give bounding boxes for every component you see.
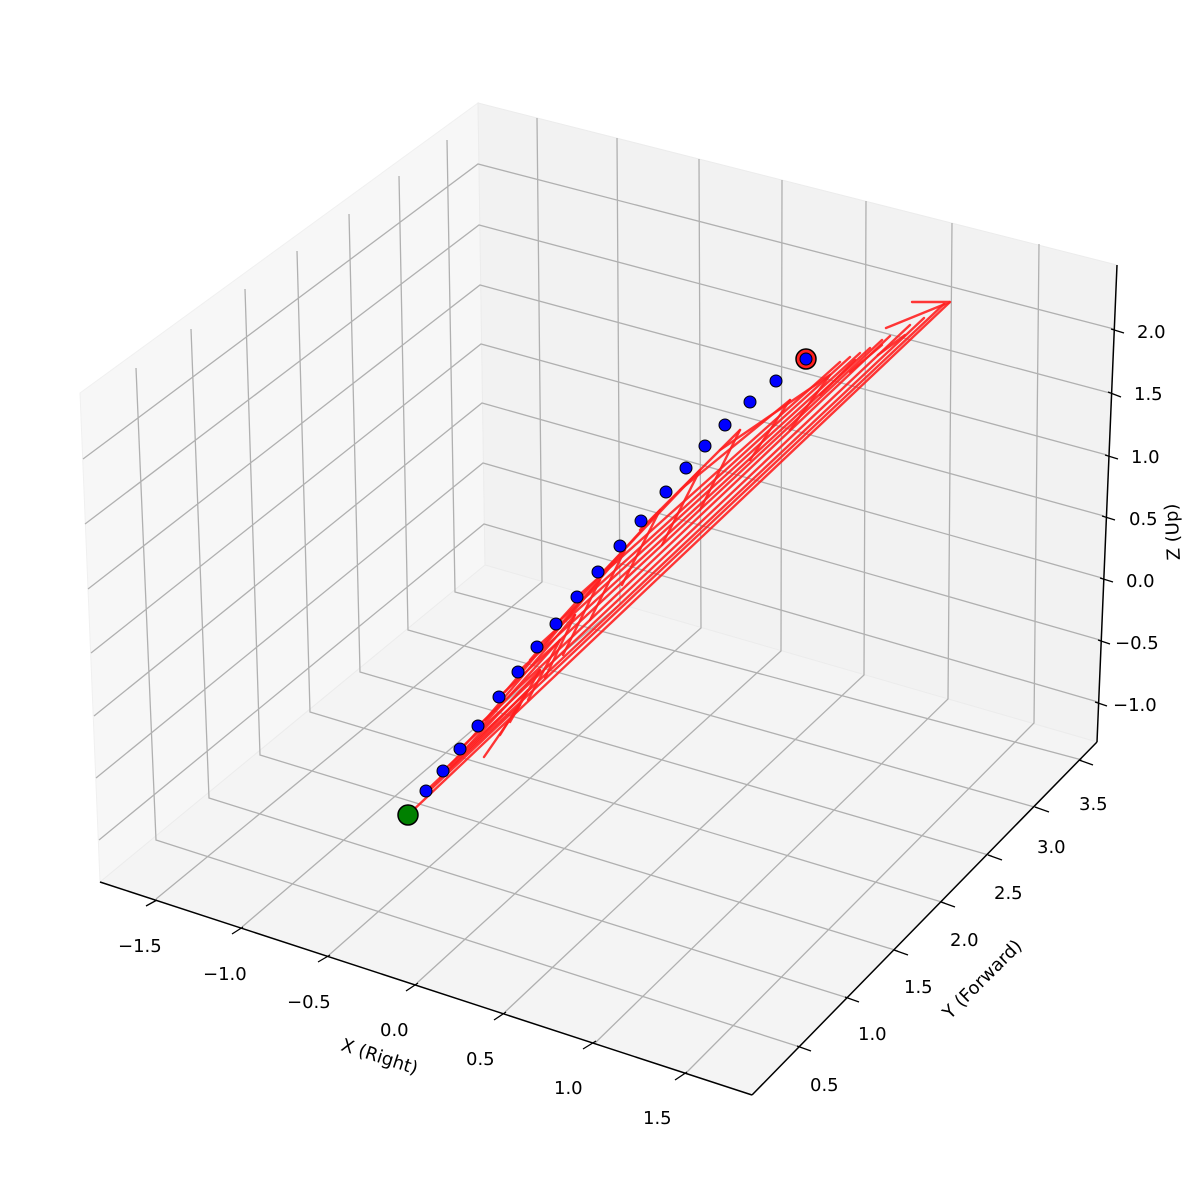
z-tick-label: 1.5	[1134, 384, 1163, 405]
y-tick-label: 2.0	[950, 930, 979, 951]
z-tick-label: −0.5	[1115, 633, 1159, 654]
y-tick-label: 3.0	[1037, 837, 1066, 858]
x-tick-label: 0.5	[466, 1049, 495, 1070]
z-tick-label: −1.0	[1113, 695, 1157, 716]
trajectory-point	[570, 590, 584, 604]
z-tick-label: 0.0	[1126, 571, 1155, 592]
trajectory-points	[419, 352, 813, 798]
trajectory-point	[718, 418, 732, 432]
x-axis-label: X (Right)	[338, 1035, 420, 1080]
trajectory-point	[613, 539, 627, 553]
x-tick-label: 1.5	[643, 1108, 672, 1129]
trajectory-point	[659, 485, 673, 499]
z-axis-label: Z (Up)	[1161, 503, 1185, 561]
y-tick-labels: 0.5 1.0 1.5 2.0 2.5 3.0 3.5	[810, 794, 1108, 1096]
x-tick-label: −0.5	[287, 992, 331, 1013]
trajectory-point	[453, 742, 467, 756]
ticks	[145, 328, 1125, 1081]
y-tick-label: 1.0	[858, 1024, 887, 1045]
trajectory-point	[471, 719, 485, 733]
x-tick-label: −1.5	[118, 936, 162, 957]
z-tick-label: 1.0	[1131, 447, 1160, 468]
trajectory-point	[419, 784, 433, 798]
trajectory-point	[549, 617, 563, 631]
x-axis-line	[99, 881, 753, 1096]
y-tick-label: 1.5	[904, 977, 933, 998]
z-axis-line	[1096, 264, 1118, 743]
x-tick-label: 0.0	[380, 1020, 409, 1041]
trajectory-point	[530, 640, 544, 654]
axis-lines	[99, 264, 1118, 1096]
y-axis-line	[751, 741, 1098, 1096]
trajectory-point	[492, 690, 506, 704]
direction-arrows	[406, 300, 952, 817]
x-tick-label: 1.0	[554, 1078, 583, 1099]
trajectory-point	[511, 665, 525, 679]
trajectory-point	[591, 565, 605, 579]
trajectory-point	[799, 352, 813, 366]
z-tick-label: 0.5	[1129, 509, 1158, 530]
x-tick-label: −1.0	[203, 964, 247, 985]
trajectory-point	[679, 461, 693, 475]
trajectory-point	[769, 374, 783, 388]
z-tick-labels: −1.0 −0.5 0.0 0.5 1.0 1.5 2.0	[1113, 322, 1166, 716]
x-tick-labels: −1.5 −1.0 −0.5 0.0 0.5 1.0 1.5	[118, 936, 672, 1129]
trajectory-point	[634, 514, 648, 528]
y-tick-label: 2.5	[994, 883, 1023, 904]
z-tick-label: 2.0	[1137, 322, 1166, 343]
trajectory-point	[436, 764, 450, 778]
trajectory-point	[698, 439, 712, 453]
start-point-marker	[397, 804, 419, 826]
y-tick-label: 0.5	[810, 1075, 839, 1096]
trajectory-point	[743, 395, 757, 409]
y-tick-label: 3.5	[1079, 794, 1108, 815]
